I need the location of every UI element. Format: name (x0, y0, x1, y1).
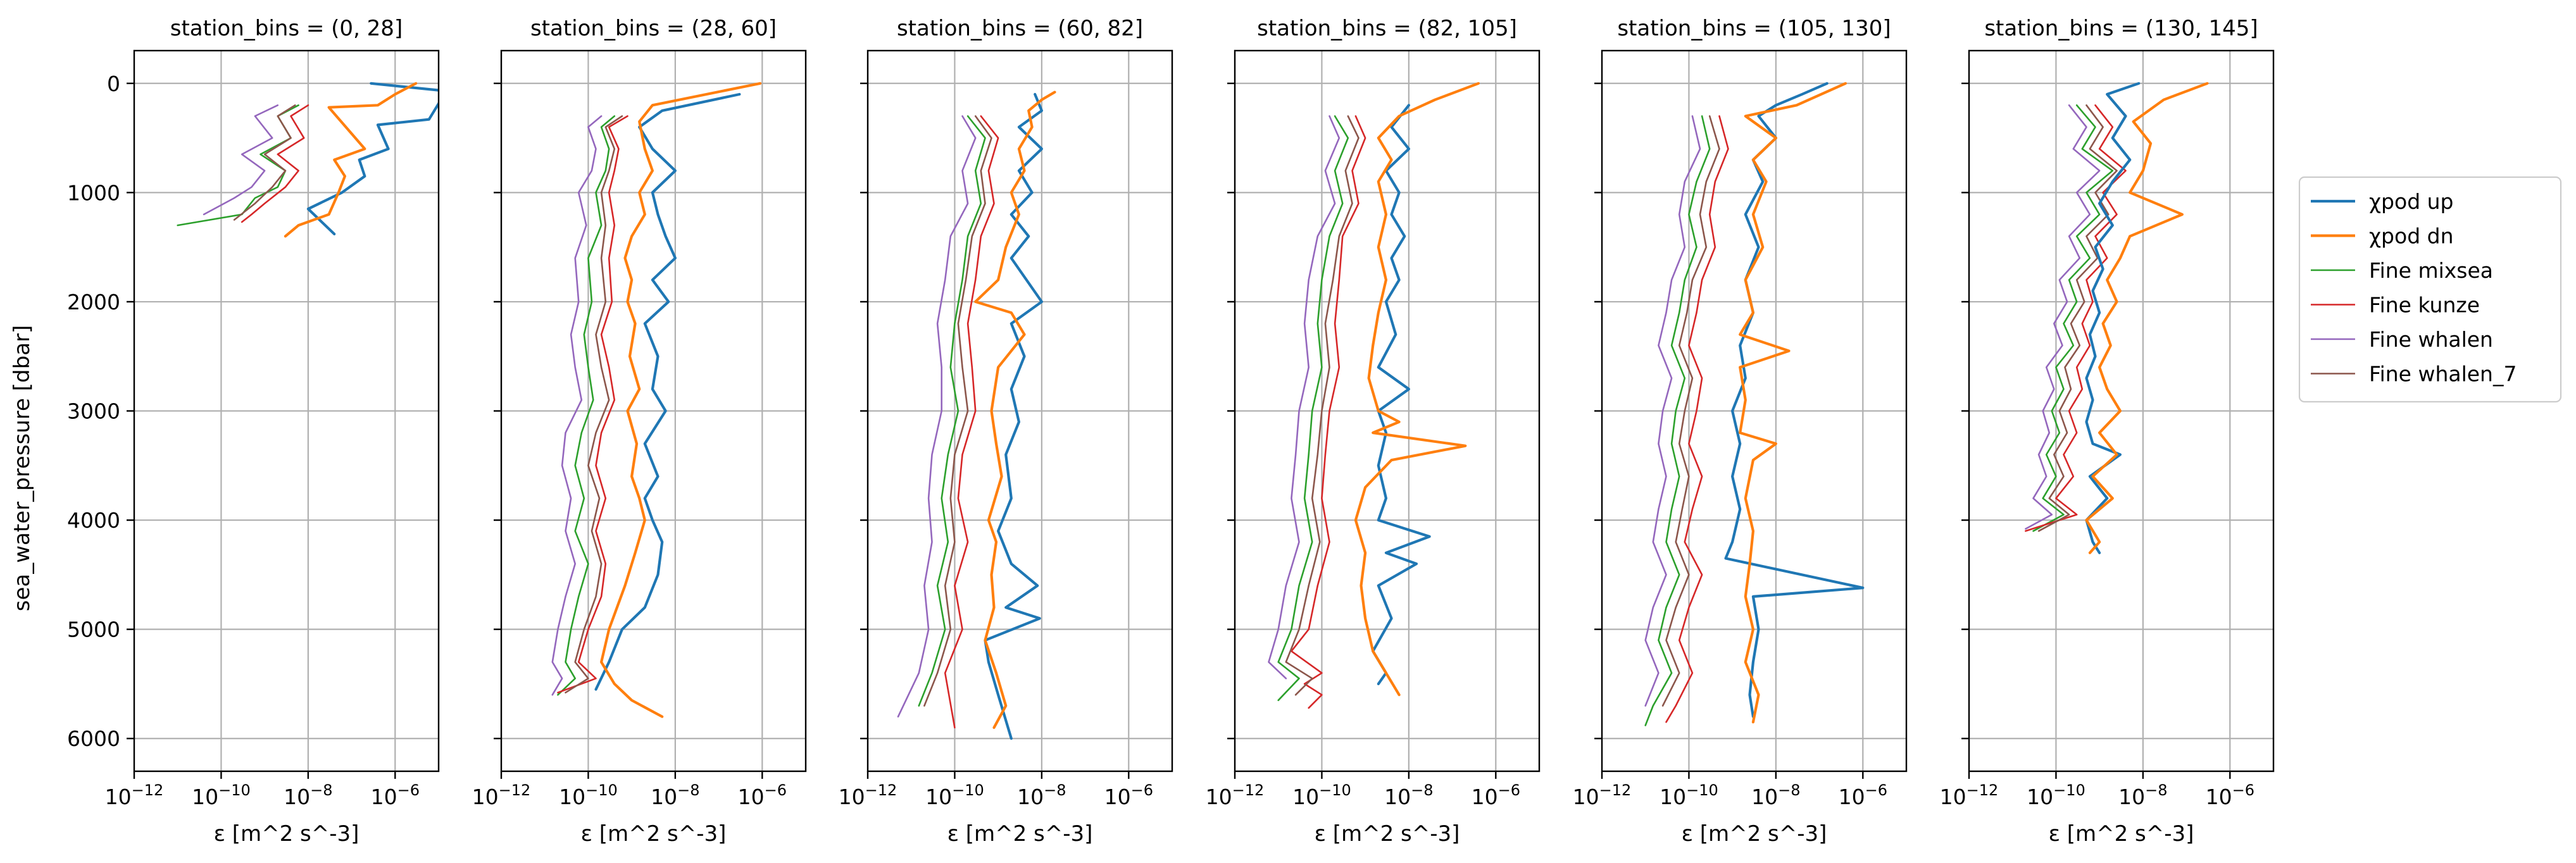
panel-2: 10−12 10−10 10−8 10−6ε [m^2 s^-3]station_bi… (472, 16, 807, 847)
panel-title: station_bins = (28, 60] (530, 16, 777, 41)
panel-title: station_bins = (82, 105] (1257, 16, 1517, 41)
panel-6: 10−12 10−10 10−8 10−6ε [m^2 s^-3]station_bi… (1940, 16, 2275, 847)
panels: 0 1000 2000 3000 4000 5000 6000 10−12 10−10 10−8 1… (67, 16, 2275, 847)
series-line-pod-up (984, 92, 1044, 740)
series-line-fine-whalen-7 (1285, 115, 1360, 696)
series-line-fine-kunze (557, 115, 628, 693)
y-tick-label: 6000 (67, 726, 120, 751)
series-line-fine-mixsea (918, 115, 986, 707)
legend-label-fine-kunze: Fine kunze (2369, 293, 2480, 318)
series-line-fine-whalen-7 (2037, 104, 2118, 532)
y-tick-label: 4000 (67, 508, 120, 533)
legend-label-fine-mixsea: Fine mixsea (2369, 258, 2493, 283)
x-tick-label: 10−6 (738, 781, 787, 809)
x-axis-label: ε [m^2 s^-3] (2049, 821, 2194, 847)
y-tick-label: 3000 (67, 399, 120, 424)
panel-5: 10−12 10−10 10−8 10−6 ε [m^2 s^-3] station_bi… (1573, 16, 1908, 847)
series-line-fine-whalen-7 (1661, 115, 1720, 707)
series-line-pod-dn (2085, 82, 2209, 554)
series-line-fine-mixsea (1277, 115, 1349, 702)
series-line-pod-dn (1354, 82, 1480, 697)
series-line-fine-whalen-7 (233, 104, 296, 221)
series-line-fine-whalen-7 (923, 115, 992, 707)
panel-3: 10−12 10−10 10−8 10−6ε [m^2 s^-3]station_bi… (839, 16, 1173, 847)
x-tick-label: 10−8 (1751, 781, 1800, 809)
panel-title: station_bins = (130, 145] (1984, 16, 2258, 41)
legend: χpod up χpod dn Fine mixsea Fine kunze Fine … (2298, 176, 2562, 403)
series-line-fine-mixsea (557, 115, 616, 696)
legend-label-pod-dn: χpod dn (2369, 224, 2454, 249)
series-line-fine-whalen-7 (565, 115, 623, 693)
legend-label-fine-whalen: Fine whalen (2369, 327, 2493, 352)
grid (868, 51, 1172, 771)
x-tick-label: 10−6 (1839, 781, 1887, 809)
series-group (1268, 82, 1480, 709)
panel-title: station_bins = (60, 82] (897, 16, 1143, 41)
panel-4: 10−12 10−10 10−8 10−6ε [m^2 s^-3]station_bi… (1206, 16, 1541, 847)
x-axis-label: ε [m^2 s^-3] (947, 821, 1093, 847)
series-group (177, 82, 439, 238)
series-line-fine-whalen (1644, 115, 1701, 707)
series-group (2025, 82, 2209, 554)
series-line-pod-up (594, 92, 741, 691)
series-line-fine-whalen (203, 104, 279, 216)
x-tick-label: 10−12 (1573, 781, 1632, 809)
legend-label-pod-up: χpod up (2369, 189, 2454, 214)
legend-box (2298, 176, 2562, 403)
series-line-pod-up (1372, 104, 1431, 686)
series-line-fine-whalen (551, 115, 603, 696)
series-line-fine-kunze (944, 115, 999, 729)
legend-label-fine-whalen-7: Fine whalen_7 (2369, 362, 2517, 387)
series-line-pod-dn (284, 82, 418, 238)
series-line-pod-dn (974, 90, 1056, 730)
series-group (897, 90, 1056, 740)
series-line-fine-whalen (2025, 104, 2101, 530)
series-line-fine-kunze (1665, 115, 1729, 723)
x-axis-label: ε [m^2 s^-3] (1682, 821, 1827, 847)
grid (134, 51, 439, 771)
series-line-pod-up (306, 82, 439, 235)
series-line-fine-mixsea (2032, 104, 2114, 532)
y-tick-label: 0 (107, 71, 120, 96)
panel-title: station_bins = (0, 28] (170, 16, 403, 41)
series-line-pod-up (2085, 82, 2141, 554)
y-tick-label: 2000 (67, 290, 120, 314)
series-group (551, 82, 762, 718)
y-tick-label: 5000 (67, 618, 120, 642)
y-tick-label: 1000 (67, 180, 120, 205)
series-line-fine-kunze (1291, 115, 1366, 709)
series-group (1644, 82, 1865, 726)
x-axis-label: ε [m^2 s^-3] (1315, 821, 1460, 847)
y-axis-label: sea_water_pressure [dbar] (9, 325, 35, 612)
series-line-fine-mixsea (1644, 115, 1711, 726)
series-line-fine-whalen (897, 115, 977, 717)
x-tick-label: 10−10 (1660, 781, 1718, 809)
series-line-fine-whalen (1268, 115, 1341, 680)
series-line-pod-dn (1739, 82, 1847, 724)
panel-title: station_bins = (105, 130] (1617, 16, 1891, 41)
x-axis-label: ε [m^2 s^-3] (214, 821, 360, 847)
series-line-fine-kunze (2025, 104, 2127, 532)
series-line-pod-dn (599, 82, 762, 718)
x-axis-label: ε [m^2 s^-3] (581, 821, 727, 847)
grid (1602, 51, 1906, 771)
x-tick-label: 10−8 (1017, 781, 1066, 809)
series-line-fine-kunze (241, 104, 309, 223)
